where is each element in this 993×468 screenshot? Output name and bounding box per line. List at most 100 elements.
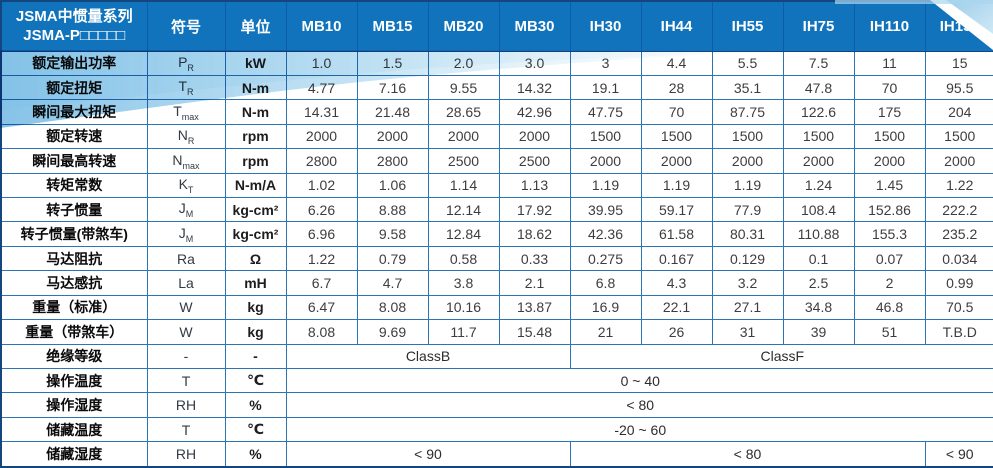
value-cell: 0.99 xyxy=(924,270,993,296)
row-unit: N-m/A xyxy=(224,172,287,199)
value-cell: 27.1 xyxy=(711,294,784,321)
value-cell: 77.9 xyxy=(711,197,784,223)
value-cell: 39.95 xyxy=(569,197,642,223)
value-cell: 1.24 xyxy=(782,172,855,199)
column-header-model-ih150: IH150 xyxy=(924,0,993,52)
value-cell: 16.9 xyxy=(569,294,642,321)
value-cell: 2000 xyxy=(924,148,993,174)
value-cell: 6.47 xyxy=(285,294,358,321)
value-cell: 22.1 xyxy=(640,294,713,321)
symbol-main: N xyxy=(177,127,188,144)
value-cell: 1.13 xyxy=(498,172,571,199)
value-cell: 46.8 xyxy=(853,294,926,321)
value-cell: 0.275 xyxy=(569,245,642,272)
value-cell: T.B.D xyxy=(924,319,993,345)
value-cell: 1.45 xyxy=(853,172,926,199)
value-cell: 204 xyxy=(924,99,993,125)
row-label: 瞬间最高转速 xyxy=(0,148,148,174)
value-cell: 4.77 xyxy=(285,74,358,101)
row-symbol: JM xyxy=(146,221,226,247)
column-header-model-ih110: IH110 xyxy=(853,0,926,52)
header-row: JSMA中惯量系列 JSMA-P□□□□□ 符号 单位 MB10 MB15 MB20… xyxy=(0,0,993,52)
row-symbol: W xyxy=(146,319,226,345)
row-unit: ℃ xyxy=(224,416,287,443)
row-symbol: Tmax xyxy=(146,99,226,125)
merged-value-cell: ClassF xyxy=(569,343,993,369)
row-label: 瞬间最大扭矩 xyxy=(0,99,148,125)
row-unit: kg-cm² xyxy=(224,197,287,223)
row-symbol: Nmax xyxy=(146,148,226,174)
value-cell: 8.08 xyxy=(356,294,429,321)
row-symbol: W xyxy=(146,294,226,321)
row-unit: kg xyxy=(224,319,287,345)
table-row: 储藏温度 T ℃ -20 ~ 60 xyxy=(0,416,993,443)
value-cell: 2.0 xyxy=(427,50,500,76)
row-label: 额定扭矩 xyxy=(0,74,148,101)
row-symbol: RH xyxy=(146,441,226,468)
series-title-line2: JSMA-P□□□□□ xyxy=(23,27,126,45)
value-cell: 0.07 xyxy=(853,245,926,272)
value-cell: 95.5 xyxy=(924,74,993,101)
row-unit: kg-cm² xyxy=(224,221,287,247)
row-label: 重量（标准） xyxy=(0,294,148,321)
table-row: 瞬间最大扭矩 Tmax N-m 14.31 21.48 28.65 42.96 47.75 70… xyxy=(0,99,993,125)
value-cell: 14.32 xyxy=(498,74,571,101)
row-label: 重量（带煞车） xyxy=(0,319,148,345)
symbol-main: T xyxy=(173,102,182,119)
row-symbol: PR xyxy=(146,50,226,76)
value-cell: 1500 xyxy=(853,123,926,150)
value-cell: 3 xyxy=(569,50,642,76)
symbol-main: K xyxy=(178,175,188,192)
table-row: 储藏湿度 RH% < 90 < 80 < 90 xyxy=(0,441,993,468)
value-cell: 15 xyxy=(924,50,993,76)
value-cell: 51 xyxy=(853,319,926,345)
value-cell: 1500 xyxy=(782,123,855,150)
value-cell: 6.26 xyxy=(285,197,358,223)
value-cell: 2000 xyxy=(782,148,855,174)
row-symbol: RH xyxy=(146,392,226,418)
value-cell: 6.96 xyxy=(285,221,358,247)
series-title: JSMA中惯量系列 JSMA-P□□□□□ xyxy=(0,0,148,52)
table-row: 操作湿度 RH% < 80 xyxy=(0,392,993,418)
column-header-symbol: 符号 xyxy=(146,0,226,52)
table-row: 绝缘等级 - - ClassB ClassF xyxy=(0,343,993,369)
row-symbol: NR xyxy=(146,123,226,150)
row-unit: mH xyxy=(224,270,287,296)
symbol-subscript: max xyxy=(182,160,200,171)
row-symbol: T xyxy=(146,416,226,443)
value-cell: 11 xyxy=(853,50,926,76)
column-header-model-ih55: IH55 xyxy=(711,0,784,52)
value-cell: 9.55 xyxy=(427,74,500,101)
row-label: 转矩常数 xyxy=(0,172,148,199)
value-cell: 1500 xyxy=(569,123,642,150)
column-header-model-mb10: MB10 xyxy=(285,0,358,52)
symbol-subscript: R xyxy=(187,62,194,73)
value-cell: 2000 xyxy=(853,148,926,174)
value-cell: 19.1 xyxy=(569,74,642,101)
value-cell: 0.167 xyxy=(640,245,713,272)
value-cell: 0.034 xyxy=(924,245,993,272)
column-header-model-mb20: MB20 xyxy=(427,0,500,52)
symbol-main: RH xyxy=(175,397,197,414)
value-cell: 2000 xyxy=(285,123,358,150)
symbol-main: T xyxy=(181,421,191,438)
row-symbol: KT xyxy=(146,172,226,199)
value-cell: 18.62 xyxy=(498,221,571,247)
row-label: 额定转速 xyxy=(0,123,148,150)
value-cell: 21.48 xyxy=(356,99,429,125)
value-cell: 2000 xyxy=(356,123,429,150)
value-cell: 1500 xyxy=(640,123,713,150)
value-cell: 2 xyxy=(853,270,926,296)
value-cell: 2500 xyxy=(498,148,571,174)
row-label: 马达感抗 xyxy=(0,270,148,296)
table-row: 额定输出功率 PR kW 1.0 1.5 2.0 3.0 3 4.4 5.5 7.5 11 15 xyxy=(0,50,993,76)
value-cell: 8.08 xyxy=(285,319,358,345)
row-symbol: JM xyxy=(146,197,226,223)
symbol-subscript: M xyxy=(185,209,194,220)
value-cell: 35.1 xyxy=(711,74,784,101)
merged-value-cell: < 80 xyxy=(285,392,993,418)
row-unit: N-m xyxy=(224,74,287,101)
value-cell: 15.48 xyxy=(498,319,571,345)
symbol-main: La xyxy=(178,275,194,291)
